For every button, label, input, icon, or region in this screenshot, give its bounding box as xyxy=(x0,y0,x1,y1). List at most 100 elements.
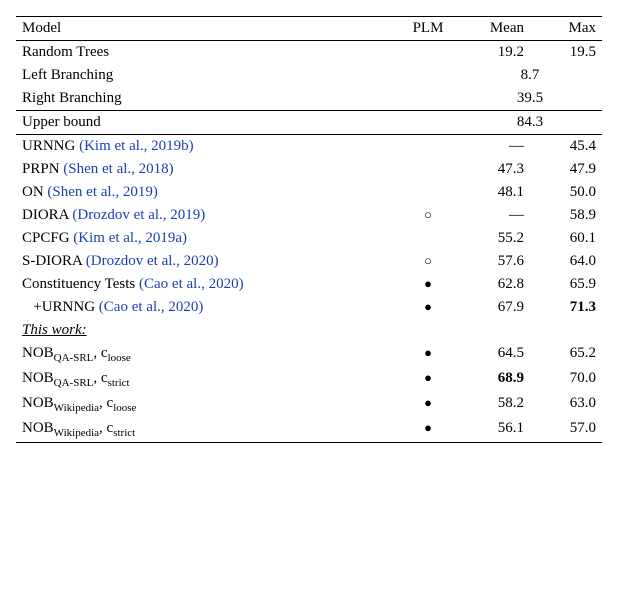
mean-value: — xyxy=(458,135,530,159)
max-value: 64.0 xyxy=(530,250,602,273)
plm-marker: ○ xyxy=(398,204,458,227)
table-row: NOBQA-SRL, cstrict ● 68.9 70.0 xyxy=(16,367,602,392)
table-row: Left Branching 8.7 xyxy=(16,64,602,87)
table-row: NOBWikipedia, cloose ● 58.2 63.0 xyxy=(16,392,602,417)
model-subscript: Wikipedia xyxy=(54,427,99,439)
single-value: 84.3 xyxy=(458,111,602,135)
model-name: +URNNG xyxy=(22,299,99,315)
model-suffix: , c xyxy=(99,420,113,436)
model-suffix: , c xyxy=(93,345,107,361)
citation: (Kim et al., 2019a) xyxy=(73,230,187,246)
mean-value: 68.9 xyxy=(458,367,530,392)
max-value: 65.2 xyxy=(530,342,602,367)
mean-value: 62.8 xyxy=(458,273,530,296)
plm-marker: ● xyxy=(398,342,458,367)
mean-value: 55.2 xyxy=(458,227,530,250)
model-name: URNNG xyxy=(22,138,79,154)
model-name: DIORA xyxy=(22,207,72,223)
model-name: Upper bound xyxy=(16,111,398,135)
max-value: 57.0 xyxy=(530,417,602,443)
citation: (Drozdov et al., 2020) xyxy=(86,253,219,269)
table-row: Right Branching 39.5 xyxy=(16,87,602,111)
mean-value: 58.2 xyxy=(458,392,530,417)
single-value: 39.5 xyxy=(458,87,602,111)
col-max-header: Max xyxy=(530,17,602,41)
citation: (Kim et al., 2019b) xyxy=(79,138,194,154)
model-prefix: NOB xyxy=(22,395,54,411)
model-subscript2: loose xyxy=(108,352,131,364)
citation: (Drozdov et al., 2019) xyxy=(72,207,205,223)
max-value: 70.0 xyxy=(530,367,602,392)
max-value: 58.9 xyxy=(530,204,602,227)
this-work-label: This work: xyxy=(22,322,87,338)
model-name: S-DIORA xyxy=(22,253,86,269)
table-row: CPCFG (Kim et al., 2019a) 55.2 60.1 xyxy=(16,227,602,250)
max-value: 45.4 xyxy=(530,135,602,159)
model-subscript: QA-SRL xyxy=(54,352,94,364)
model-name: CPCFG xyxy=(22,230,73,246)
plm-marker xyxy=(398,181,458,204)
mean-value: 57.6 xyxy=(458,250,530,273)
plm-marker: ● xyxy=(398,273,458,296)
table-row: DIORA (Drozdov et al., 2019) ○ — 58.9 xyxy=(16,204,602,227)
max-value: 60.1 xyxy=(530,227,602,250)
plm-marker: ● xyxy=(398,392,458,417)
plm-marker: ● xyxy=(398,296,458,319)
model-suffix: , c xyxy=(93,370,107,386)
results-table: Model PLM Mean Max Random Trees 19.2 19.… xyxy=(16,16,602,443)
this-work-label-row: This work: xyxy=(16,319,602,342)
model-suffix: , c xyxy=(99,395,113,411)
max-value: 71.3 xyxy=(530,296,602,319)
plm-marker xyxy=(398,135,458,159)
model-name: Left Branching xyxy=(16,64,398,87)
col-model-header: Model xyxy=(16,17,398,41)
model-prefix: NOB xyxy=(22,345,54,361)
mean-value: 48.1 xyxy=(458,181,530,204)
mean-value: 47.3 xyxy=(458,158,530,181)
model-name: Constituency Tests xyxy=(22,276,139,292)
max-value: 47.9 xyxy=(530,158,602,181)
mean-value: 64.5 xyxy=(458,342,530,367)
model-name: Right Branching xyxy=(16,87,398,111)
mean-value: 67.9 xyxy=(458,296,530,319)
header-row: Model PLM Mean Max xyxy=(16,17,602,41)
plm-marker: ● xyxy=(398,417,458,443)
plm-marker xyxy=(398,227,458,250)
table-row: Constituency Tests (Cao et al., 2020) ● … xyxy=(16,273,602,296)
max-value: 63.0 xyxy=(530,392,602,417)
citation: (Cao et al., 2020) xyxy=(139,276,244,292)
mean-value: — xyxy=(458,204,530,227)
model-name: PRPN xyxy=(22,161,63,177)
model-subscript: QA-SRL xyxy=(54,377,94,389)
model-prefix: NOB xyxy=(22,420,54,436)
plm-marker: ● xyxy=(398,367,458,392)
model-subscript2: strict xyxy=(108,377,130,389)
table-row: PRPN (Shen et al., 2018) 47.3 47.9 xyxy=(16,158,602,181)
model-prefix: NOB xyxy=(22,370,54,386)
table-row: URNNG (Kim et al., 2019b) — 45.4 xyxy=(16,135,602,159)
col-plm-header: PLM xyxy=(398,17,458,41)
plm-marker xyxy=(398,158,458,181)
table-row: +URNNG (Cao et al., 2020) ● 67.9 71.3 xyxy=(16,296,602,319)
col-mean-header: Mean xyxy=(458,17,530,41)
model-subscript2: strict xyxy=(113,427,135,439)
table-row: ON (Shen et al., 2019) 48.1 50.0 xyxy=(16,181,602,204)
table-row: NOBQA-SRL, cloose ● 64.5 65.2 xyxy=(16,342,602,367)
citation: (Shen et al., 2019) xyxy=(47,184,157,200)
citation: (Cao et al., 2020) xyxy=(99,299,204,315)
citation: (Shen et al., 2018) xyxy=(63,161,173,177)
max-value: 19.5 xyxy=(530,41,602,65)
mean-value: 19.2 xyxy=(458,41,530,65)
table-row: S-DIORA (Drozdov et al., 2020) ○ 57.6 64… xyxy=(16,250,602,273)
model-name: Random Trees xyxy=(16,41,398,65)
model-name: ON xyxy=(22,184,47,200)
table-row: Random Trees 19.2 19.5 xyxy=(16,41,602,65)
mean-value: 56.1 xyxy=(458,417,530,443)
table-row: Upper bound 84.3 xyxy=(16,111,602,135)
max-value: 65.9 xyxy=(530,273,602,296)
table-row: NOBWikipedia, cstrict ● 56.1 57.0 xyxy=(16,417,602,443)
model-subscript2: loose xyxy=(113,402,136,414)
single-value: 8.7 xyxy=(458,64,602,87)
plm-marker: ○ xyxy=(398,250,458,273)
model-subscript: Wikipedia xyxy=(54,402,99,414)
